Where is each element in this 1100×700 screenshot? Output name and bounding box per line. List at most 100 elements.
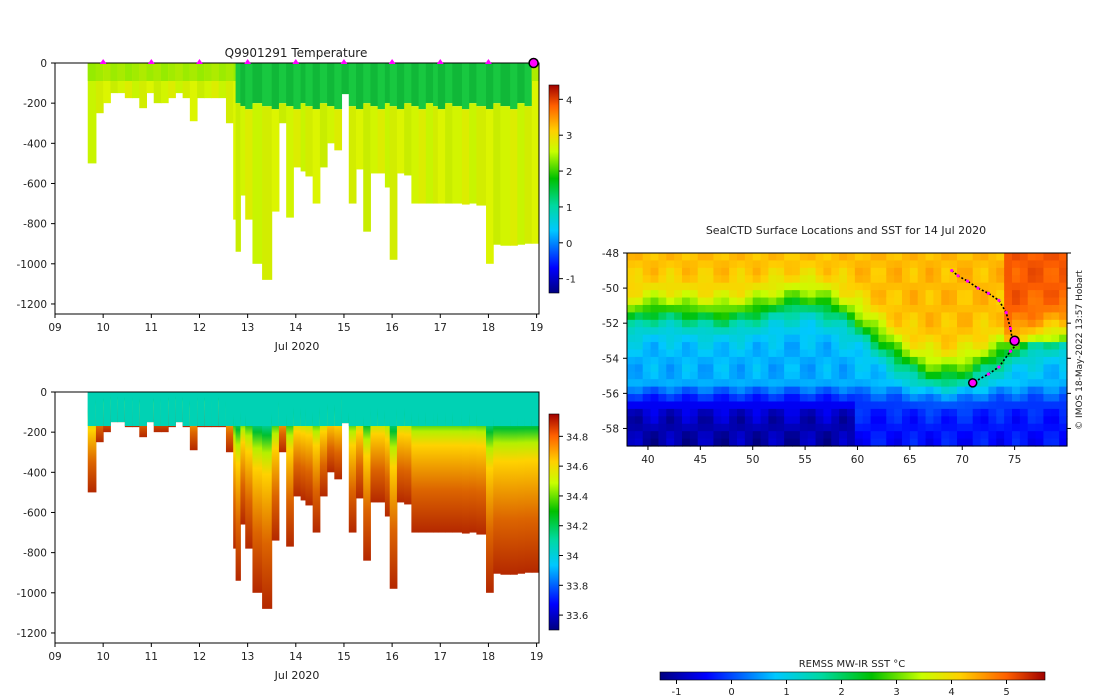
sst-cell: [721, 423, 730, 432]
sst-cell: [807, 282, 817, 291]
fresh-layer-cell: [153, 392, 162, 426]
sst-cell: [721, 386, 730, 395]
sst-cell: [902, 282, 911, 291]
sst-cell: [925, 356, 935, 365]
salinity-cell: [425, 392, 434, 533]
sst-cell: [713, 401, 722, 410]
profile-column: [189, 63, 198, 122]
sst-cell: [996, 386, 1005, 395]
sst-cell: [839, 379, 848, 388]
sst-cell: [807, 260, 817, 269]
sst-cell: [713, 394, 722, 403]
y-tick-label: -800: [23, 548, 47, 560]
sst-cell: [894, 431, 903, 440]
sst-cell: [964, 386, 974, 395]
sst-cell: [627, 386, 636, 395]
sst-cell: [854, 327, 864, 336]
sst-cell: [1019, 394, 1029, 403]
sst-cell: [650, 356, 660, 365]
sst-cell: [902, 349, 911, 358]
surface-cell: [132, 63, 140, 81]
sst-cell: [642, 394, 652, 403]
sst-cell: [760, 342, 770, 351]
sst-cell: [988, 304, 997, 313]
sst-cell: [949, 297, 958, 306]
sst-cell: [964, 297, 974, 306]
sst-cell: [933, 394, 942, 403]
cold-layer-cell: [293, 63, 302, 110]
sst-cell: [658, 304, 667, 313]
sst-cell: [839, 327, 848, 336]
sst-cell: [933, 349, 942, 358]
sst-cell: [792, 431, 801, 440]
sst-cell: [650, 394, 660, 403]
sst-cell: [674, 304, 683, 313]
sst-cell: [689, 304, 699, 313]
sst-cell: [964, 356, 974, 365]
profile-column: [510, 392, 518, 575]
sst-cell: [925, 342, 935, 351]
sst-cell: [729, 334, 738, 343]
sst-cell: [721, 297, 730, 306]
sst-cell: [925, 260, 935, 269]
sst-cell: [697, 356, 707, 365]
sst-cell: [988, 282, 997, 291]
sst-cell: [658, 260, 667, 269]
temperature-cell: [153, 63, 162, 104]
sst-cell: [878, 319, 887, 328]
sst-cell: [776, 282, 785, 291]
sst-cell: [744, 260, 754, 269]
sst-cell: [902, 319, 911, 328]
profile-column: [433, 63, 439, 204]
sst-cell: [729, 253, 738, 262]
sst-cell: [807, 297, 817, 306]
sst-cell: [996, 342, 1005, 351]
sst-cell: [815, 394, 825, 403]
profile-column: [452, 392, 463, 533]
sst-cell: [972, 275, 982, 284]
sst-cell: [1051, 312, 1060, 321]
sst-cell: [1027, 364, 1037, 373]
sst-cell: [878, 356, 887, 365]
sst-cell: [713, 438, 722, 447]
sst-cell: [666, 408, 675, 417]
sst-cell: [737, 275, 746, 284]
sst-cell: [658, 379, 667, 388]
fresh-layer-cell: [476, 392, 487, 426]
sst-cell: [1059, 431, 1068, 440]
sst-cell: [682, 386, 691, 395]
sst-cell: [925, 275, 935, 284]
sst-cell: [784, 304, 793, 313]
sst-cell: [792, 304, 801, 313]
sst-cell: [949, 408, 958, 417]
sst-cell: [799, 342, 809, 351]
sst-cell: [1051, 304, 1060, 313]
sst-cell: [666, 327, 675, 336]
sst-cell: [705, 260, 715, 269]
sst-cell: [949, 290, 958, 299]
sst-cell: [964, 371, 974, 380]
sst-cell: [1012, 431, 1021, 440]
salinity-cell: [327, 392, 335, 473]
sst-cell: [1051, 349, 1060, 358]
sst-cell: [682, 267, 691, 276]
sst-cell: [642, 416, 652, 425]
sst-cell: [941, 379, 950, 388]
profile-column: [271, 63, 280, 212]
sst-cell: [776, 260, 785, 269]
sst-cell: [839, 394, 848, 403]
sst-cell: [768, 364, 777, 373]
sst-cell: [752, 297, 762, 306]
track-line: [951, 269, 1018, 384]
sst-cell: [964, 304, 974, 313]
sst-cell: [902, 275, 911, 284]
sst-cell: [792, 423, 801, 432]
sst-cell: [925, 401, 935, 410]
profile-column: [370, 63, 379, 174]
sst-cell: [792, 275, 801, 284]
sst-cell: [752, 312, 762, 321]
profile-column: [493, 63, 501, 245]
sst-cell: [1012, 408, 1021, 417]
sst-cell: [792, 334, 801, 343]
